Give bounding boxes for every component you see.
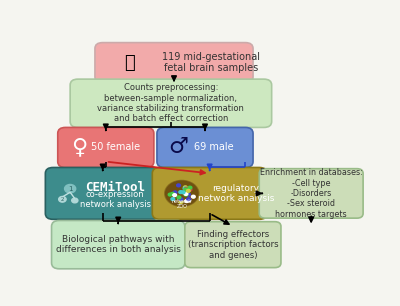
- Text: 2: 2: [61, 197, 64, 202]
- Text: CEMiTool: CEMiTool: [85, 181, 145, 194]
- FancyBboxPatch shape: [70, 79, 272, 127]
- Circle shape: [187, 198, 190, 200]
- Text: Enrichment in databases:
-Cell type
-Disorders
-Sex steroid
hormones targets: Enrichment in databases: -Cell type -Dis…: [260, 168, 362, 219]
- Circle shape: [188, 188, 192, 191]
- Text: ♀: ♀: [71, 137, 88, 158]
- Circle shape: [188, 186, 192, 189]
- Circle shape: [185, 200, 188, 203]
- Circle shape: [183, 187, 187, 190]
- Circle shape: [173, 191, 177, 194]
- Text: Finding effectors
(transcription factors
and genes): Finding effectors (transcription factors…: [188, 230, 278, 259]
- Circle shape: [171, 198, 175, 200]
- Circle shape: [64, 185, 76, 193]
- Circle shape: [184, 186, 187, 189]
- Circle shape: [192, 195, 195, 198]
- FancyBboxPatch shape: [45, 167, 160, 219]
- Circle shape: [177, 196, 181, 199]
- Text: 1: 1: [68, 186, 72, 192]
- Circle shape: [166, 181, 198, 206]
- FancyBboxPatch shape: [52, 221, 185, 269]
- Circle shape: [184, 188, 188, 191]
- Circle shape: [187, 193, 190, 196]
- Text: network
ZOO: network ZOO: [172, 199, 192, 209]
- FancyBboxPatch shape: [95, 43, 253, 83]
- Text: 🧠: 🧠: [124, 54, 134, 72]
- Circle shape: [177, 184, 180, 187]
- FancyBboxPatch shape: [185, 222, 281, 268]
- Circle shape: [179, 198, 183, 201]
- Circle shape: [173, 194, 176, 196]
- Circle shape: [59, 196, 66, 202]
- Circle shape: [186, 189, 190, 192]
- FancyBboxPatch shape: [58, 127, 154, 167]
- FancyBboxPatch shape: [152, 167, 267, 219]
- Circle shape: [184, 193, 188, 196]
- Text: 50 female: 50 female: [90, 143, 140, 152]
- Circle shape: [179, 191, 182, 193]
- Circle shape: [165, 181, 199, 206]
- Circle shape: [184, 187, 188, 190]
- Text: Counts preprocessing:
between-sample normalization,
variance stabilizing transfo: Counts preprocessing: between-sample nor…: [98, 83, 244, 123]
- Circle shape: [168, 193, 172, 196]
- Circle shape: [72, 198, 78, 203]
- Text: 69 male: 69 male: [194, 143, 234, 152]
- Text: regulatory
network analysis: regulatory network analysis: [198, 184, 274, 203]
- Circle shape: [179, 201, 183, 203]
- Text: Biological pathways with
differences in both analysis: Biological pathways with differences in …: [56, 235, 181, 254]
- Text: 119 mid-gestational
fetal brain samples: 119 mid-gestational fetal brain samples: [162, 52, 260, 73]
- Text: co-expression
network analysis: co-expression network analysis: [80, 190, 151, 209]
- FancyBboxPatch shape: [259, 169, 363, 218]
- Circle shape: [184, 192, 188, 195]
- Text: ♂: ♂: [169, 137, 189, 158]
- Circle shape: [187, 199, 191, 202]
- Circle shape: [181, 191, 185, 194]
- FancyBboxPatch shape: [157, 127, 253, 167]
- Circle shape: [171, 192, 174, 195]
